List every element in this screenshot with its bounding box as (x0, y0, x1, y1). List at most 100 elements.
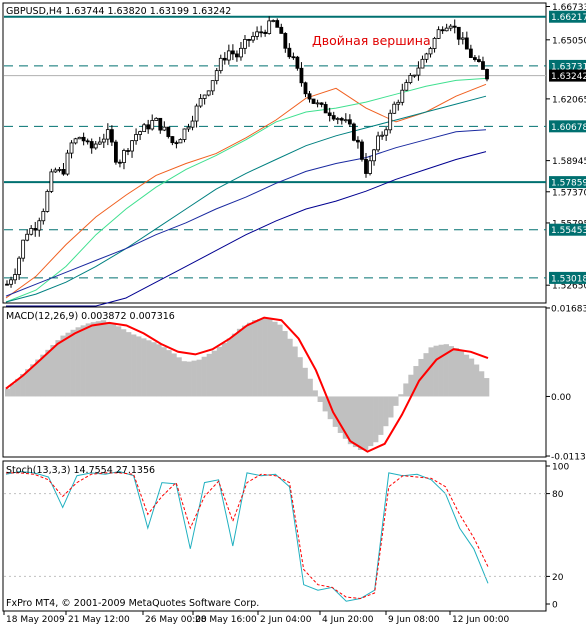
macd-histogram-bar (221, 342, 228, 397)
time-tick-label: 18 May 2009 (6, 615, 65, 625)
macd-histogram-bar (35, 359, 41, 397)
candle-bear (126, 150, 130, 152)
candle-bear (456, 26, 461, 40)
macd-histogram-bar (25, 369, 31, 397)
level-price-label: 1.53018 (551, 274, 586, 284)
candle-bear (303, 82, 308, 95)
stoch-panel[interactable]: 100 80 20 0 Stoch(13,3,3) 14.7554 27.1356 F… (2, 460, 569, 612)
macd-histogram-bar (50, 345, 56, 397)
macd-signal-polyline (5, 316, 489, 453)
macd-histogram-bar (322, 396, 328, 412)
candle-bull (45, 191, 50, 212)
macd-histogram-bar (176, 357, 182, 397)
macd-histogram-bar (236, 328, 243, 397)
candle-bear (311, 98, 316, 104)
candle-bull (412, 74, 417, 77)
pattern-annotation: Двойная вершина (312, 33, 431, 48)
macd-histogram-bar (403, 383, 409, 397)
candle-bull (460, 37, 465, 40)
level-price-tag (549, 223, 586, 236)
macd-histogram-bar (5, 388, 11, 397)
macd-histogram-bar (75, 327, 81, 397)
macd-title: MACD(12,26,9) 0.003872 0.007316 (6, 311, 175, 322)
candle-bear (472, 57, 477, 60)
candle-bull (218, 57, 223, 72)
macd-histogram-bar (272, 321, 278, 397)
candle-bull (380, 134, 385, 137)
level-price-label: 1.66217 (551, 13, 586, 23)
moving-average-line (5, 77, 487, 303)
candle-bull (37, 220, 42, 231)
macd-histogram-bar (90, 322, 97, 397)
price-tick-label: 1.65050 (552, 36, 586, 46)
macd-histogram-bar (267, 318, 273, 397)
candle-bear (259, 31, 264, 34)
candle-bull (53, 169, 58, 173)
candle-bull (416, 67, 421, 76)
macd-histogram-bar (156, 344, 162, 397)
candle-bull (178, 139, 183, 144)
macd-histogram-bar (317, 396, 323, 402)
level-price-label: 1.55453 (551, 226, 586, 236)
candle-bull (226, 50, 231, 61)
macd-histogram-bar (388, 396, 394, 418)
candle-bull (396, 101, 401, 105)
candle-bull (162, 126, 167, 131)
candle-bull (65, 152, 70, 175)
candle-bull (432, 37, 437, 49)
candle-bear (481, 61, 485, 70)
candle-bull (384, 129, 389, 136)
macd-histogram-bar (241, 325, 248, 397)
level-price-label: 1.60678 (551, 123, 586, 133)
candle-bear (158, 117, 163, 131)
level-price-tag (549, 271, 586, 284)
macd-histogram-bar (257, 319, 263, 397)
macd-histogram-bar (146, 340, 152, 397)
copyright-footer: FxPro MT4, © 2001-2009 MetaQuotes Softwa… (6, 598, 259, 609)
macd-histogram-bar (231, 333, 238, 397)
candle-bull (150, 120, 155, 130)
macd-histogram-bar (30, 364, 36, 397)
price-panel[interactable]: 1.667331.650501.620651.589451.573701.557… (2, 2, 586, 307)
macd-histogram-bar (373, 396, 379, 443)
macd-histogram-bar (297, 357, 303, 397)
candle-bear (170, 136, 175, 144)
candle-bear (331, 115, 336, 120)
candle-bull (376, 135, 380, 151)
candle-bull (428, 48, 433, 55)
candle-bull (25, 233, 30, 241)
macd-histogram-bar (473, 364, 480, 397)
macd-histogram-bar (332, 396, 339, 427)
macd-histogram-bar (10, 383, 16, 397)
candle-bull (142, 124, 147, 133)
candle-bear (299, 67, 304, 84)
time-tick-label: 28 May 16:00 (195, 615, 257, 625)
candle-bear (61, 169, 66, 175)
macd-histogram-bar (302, 367, 308, 397)
candle-bear (174, 142, 179, 145)
macd-histogram-bar (413, 366, 419, 397)
stoch-line (5, 470, 489, 602)
candle-bear (307, 93, 312, 100)
candle-bull (134, 134, 138, 142)
candle-bear (263, 31, 268, 34)
macd-histogram-bar (483, 378, 490, 397)
candle-bull (239, 47, 243, 58)
macd-panel[interactable]: 0.016833 0.00 -0.011334 MACD(12,26,9) 0.00… (2, 304, 586, 463)
moving-averages (5, 77, 487, 307)
moving-average-line (5, 83, 487, 299)
macd-histogram-bar (463, 354, 470, 397)
time-tick-label: 21 May 12:00 (68, 615, 130, 625)
candle-bear (356, 139, 360, 143)
macd-histogram-bar (368, 396, 374, 447)
stoch-panel-frame (2, 460, 547, 612)
candle-bear (235, 53, 239, 58)
macd-histogram-bar (100, 320, 107, 397)
current-price-tag (549, 69, 586, 82)
candle-bull (130, 140, 134, 152)
macd-histogram-bar (383, 396, 389, 427)
macd-tick-label: 0.00 (551, 393, 571, 403)
candle-bear (5, 283, 9, 286)
